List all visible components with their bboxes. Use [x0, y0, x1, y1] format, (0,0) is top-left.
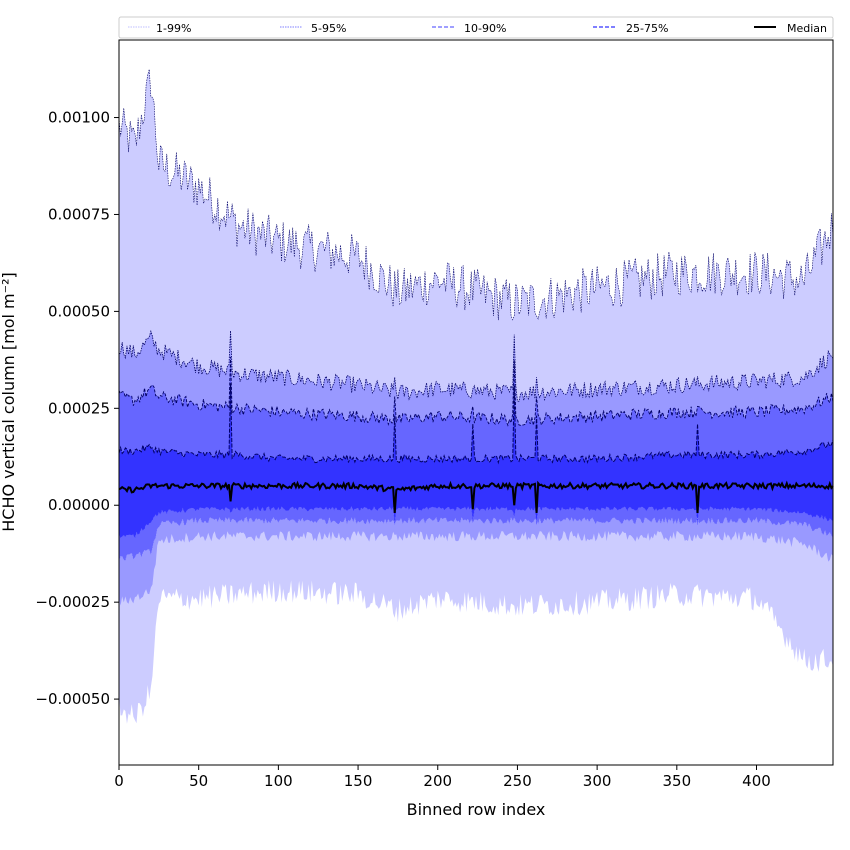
y-tick-label: 0.00050	[48, 302, 110, 320]
legend-label: Median	[787, 22, 827, 35]
y-tick-label: 0.00100	[48, 109, 110, 127]
x-tick-label: 250	[503, 772, 532, 790]
x-tick-label: 150	[344, 772, 373, 790]
legend-label: 1-99%	[156, 22, 191, 35]
line-p90	[118, 356, 834, 427]
x-tick-label: 300	[583, 772, 612, 790]
x-tick-label: 350	[662, 772, 691, 790]
x-tick-label: 0	[114, 772, 124, 790]
y-tick-label: 0.00075	[48, 205, 110, 223]
x-axis-label: Binned row index	[407, 800, 546, 819]
band-25-75	[119, 383, 833, 539]
x-tick-label: 100	[264, 772, 293, 790]
y-tick-label: −0.00025	[35, 593, 110, 611]
x-tick-label: 200	[423, 772, 452, 790]
x-tick-label: 50	[189, 772, 208, 790]
line-p25	[118, 506, 834, 540]
legend: 1-99% 5-95% 10-90% 25-75% Median	[118, 16, 834, 39]
plot-frame	[118, 39, 834, 766]
line-median	[118, 480, 834, 514]
y-tick-label: 0.00025	[48, 399, 110, 417]
percentile-bands	[119, 69, 833, 724]
y-axis-label: HCHO vertical column [mol m⁻²]	[0, 272, 18, 531]
line-p99	[118, 69, 834, 321]
legend-label: 25-75%	[626, 22, 668, 35]
line-p95	[118, 329, 834, 402]
y-tick-label: 0.00000	[48, 496, 110, 514]
legend-box	[118, 16, 834, 39]
y-axis: −0.00050 −0.00025 0.00000 0.00025 0.00050 0.0…	[35, 109, 119, 708]
legend-label: 10-90%	[464, 22, 506, 35]
legend-label: 5-95%	[311, 22, 346, 35]
line-p75	[118, 383, 834, 465]
y-tick-label: −0.00050	[35, 690, 110, 708]
line-p10	[118, 516, 834, 563]
x-tick-label: 400	[742, 772, 771, 790]
plot-area	[118, 39, 834, 766]
series-lines	[118, 69, 834, 563]
x-axis: 0 50 100 150 200 250 300 350 400	[114, 765, 771, 790]
